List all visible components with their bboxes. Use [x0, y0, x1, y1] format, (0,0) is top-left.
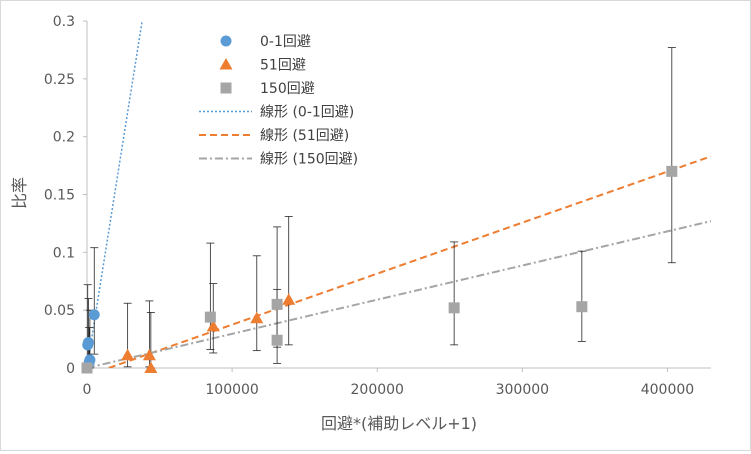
- x-tick-label: 400000: [641, 382, 694, 398]
- x-tick-label: 100000: [205, 382, 258, 398]
- data-point: [144, 361, 158, 373]
- data-point: [204, 311, 216, 323]
- data-point: [250, 311, 264, 324]
- trendlines: [87, 21, 711, 368]
- legend-label: 線形 (0-1回避): [260, 105, 354, 121]
- legend-label: 51回避: [260, 58, 306, 74]
- x-tick-label: 300000: [496, 382, 549, 398]
- data-point: [121, 348, 135, 361]
- data-point: [666, 165, 678, 177]
- trendline: [87, 220, 711, 368]
- y-tick-label: 0.05: [44, 303, 75, 319]
- data-point: [88, 309, 100, 321]
- y-axis-title: 比率: [10, 177, 29, 209]
- data-point: [206, 319, 220, 332]
- legend-label: 線形 (51回避): [260, 128, 349, 144]
- legend-label: 線形 (150回避): [260, 152, 358, 168]
- y-tick-label: 0.3: [53, 14, 75, 30]
- legend-label: 150回避: [260, 81, 315, 97]
- legend-marker: [219, 58, 233, 70]
- error-bars: [83, 47, 676, 369]
- data-point: [271, 334, 283, 346]
- data-point: [82, 337, 94, 349]
- data-point: [81, 362, 93, 374]
- x-tick-label: 0: [83, 382, 92, 398]
- trendline: [87, 21, 143, 368]
- axes: 0 0.05 0.1 0.15 0.2 0.25 0.3 0 100000 200000 30000…: [44, 14, 711, 398]
- legend-label: 0-1回避: [260, 34, 311, 50]
- data-point: [448, 302, 460, 314]
- y-tick-label: 0.2: [53, 130, 75, 146]
- y-tick-label: 0: [66, 361, 75, 377]
- x-tick-label: 200000: [351, 382, 404, 398]
- data-point: [282, 293, 296, 305]
- data-point: [271, 298, 283, 310]
- data-point: [142, 348, 156, 361]
- legend-marker: [220, 82, 232, 94]
- y-tick-label: 0.25: [44, 72, 75, 88]
- legend-marker: [220, 35, 232, 47]
- y-tick-label: 0.15: [44, 188, 75, 204]
- data-markers: [81, 165, 678, 374]
- y-tick-label: 0.1: [53, 245, 75, 261]
- trendline: [108, 155, 711, 368]
- x-axis-title: 回避*(補助レベル+1): [321, 414, 477, 433]
- data-point: [576, 301, 588, 313]
